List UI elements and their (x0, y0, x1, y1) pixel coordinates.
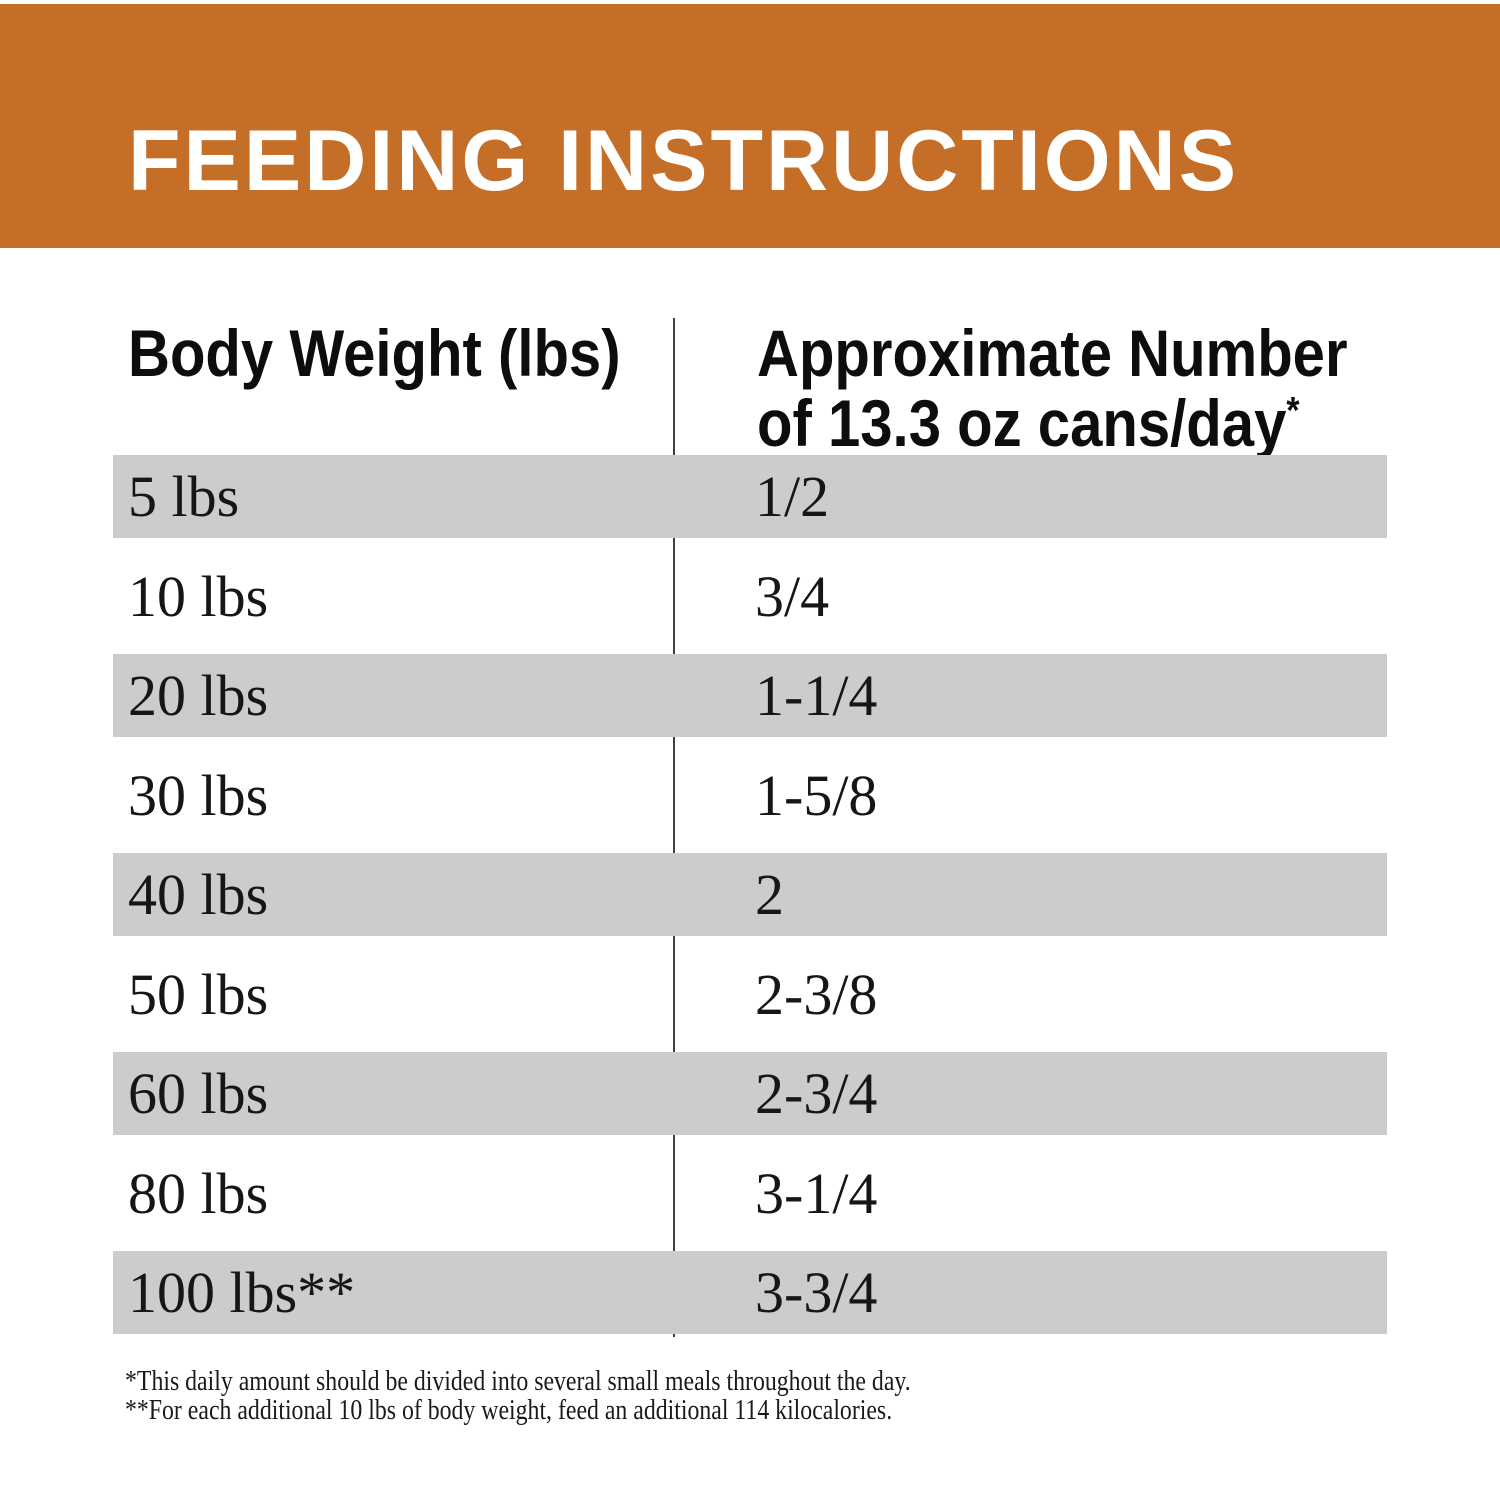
body-weight-cell: 80 lbs (128, 1160, 269, 1226)
footnote-marker: * (1286, 389, 1300, 432)
cans-per-day-cell: 1-5/8 (755, 762, 878, 828)
cans-per-day-cell: 3-3/4 (755, 1260, 878, 1325)
cans-header-line2: of 13.3 oz cans/day (757, 386, 1287, 460)
cans-per-day-cell: 2-3/4 (755, 1061, 878, 1126)
column-header-cans-per-day: Approximate Number of 13.3 oz cans/day* (757, 318, 1348, 458)
cans-per-day-cell: 2-3/8 (755, 961, 878, 1027)
table-row: 40 lbs 2 (113, 853, 1387, 936)
body-weight-cell: 100 lbs** (128, 1260, 356, 1325)
footnotes: *This daily amount should be divided int… (125, 1367, 911, 1425)
table-row: 5 lbs 1/2 (113, 455, 1387, 538)
column-divider-line (673, 318, 675, 1337)
table-row: 30 lbs 1-5/8 (113, 737, 1387, 853)
table-row: 50 lbs 2-3/8 (113, 936, 1387, 1052)
cans-per-day-cell: 1/2 (755, 464, 830, 529)
column-header-body-weight: Body Weight (lbs) (128, 316, 621, 390)
body-weight-cell: 20 lbs (128, 663, 269, 728)
cans-per-day-cell: 3/4 (755, 563, 830, 629)
cans-per-day-cell: 2 (755, 862, 784, 927)
body-weight-cell: 10 lbs (128, 563, 269, 629)
cans-header-line1: Approximate Number (757, 316, 1348, 390)
body-weight-cell: 30 lbs (128, 762, 269, 828)
title-banner: FEEDING INSTRUCTIONS (0, 4, 1500, 248)
cans-per-day-cell: 3-1/4 (755, 1160, 878, 1226)
feeding-table-body: 5 lbs 1/2 10 lbs 3/4 20 lbs 1-1/4 30 lbs 1-5/8 4… (113, 455, 1387, 1334)
table-row: 10 lbs 3/4 (113, 538, 1387, 654)
table-row: 80 lbs 3-1/4 (113, 1135, 1387, 1251)
page-title: FEEDING INSTRUCTIONS (128, 113, 1240, 209)
table-row: 60 lbs 2-3/4 (113, 1052, 1387, 1135)
table-row: 100 lbs** 3-3/4 (113, 1251, 1387, 1334)
table-row: 20 lbs 1-1/4 (113, 654, 1387, 737)
body-weight-cell: 50 lbs (128, 961, 269, 1027)
body-weight-cell: 5 lbs (128, 464, 240, 529)
footnote-additional-weight: **For each additional 10 lbs of body wei… (125, 1395, 893, 1426)
body-weight-cell: 40 lbs (128, 862, 269, 927)
footnote-daily-amount: *This daily amount should be divided int… (125, 1366, 911, 1397)
cans-per-day-cell: 1-1/4 (755, 663, 878, 728)
body-weight-cell: 60 lbs (128, 1061, 269, 1126)
